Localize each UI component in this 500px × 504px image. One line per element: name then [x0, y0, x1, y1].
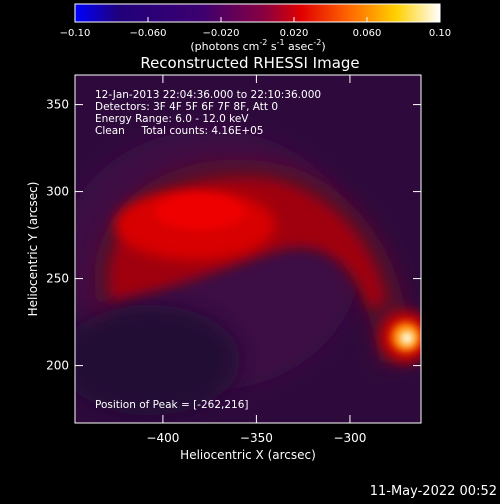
x-tick-label: −300: [333, 431, 366, 445]
colorbar-tick-label: −0.020: [202, 28, 239, 39]
annotation-counts: Clean Total counts: 4.16E+05: [95, 125, 264, 137]
y-axis-ticks: [75, 104, 421, 367]
y-tick-label: 350: [46, 98, 69, 112]
annotation-block: 12-Jan-2013 22:04:36.000 to 22:10:36.000…: [95, 89, 321, 137]
colorbar-frame: [74, 3, 441, 23]
colorbar: [75, 4, 440, 22]
compact-source-core: [400, 331, 414, 345]
colorbar-tick-label: 0.10: [429, 28, 451, 39]
plot-frame: [74, 74, 422, 424]
y-axis-label: Heliocentric Y (arcsec): [26, 182, 40, 317]
arc-peak: [155, 194, 245, 230]
colorbar-tick-labels: −0.10 −0.060 −0.020 0.020 0.060 0.10: [60, 28, 451, 39]
chart-title: Reconstructed RHESSI Image: [140, 54, 359, 72]
colorbar-tick-label: −0.10: [60, 28, 91, 39]
colorbar-ticks: [74, 17, 441, 22]
emission-map: [75, 130, 421, 415]
peak-position-label: Position of Peak = [-262,216]: [95, 399, 249, 411]
image-area: [75, 75, 421, 423]
x-axis-tick-labels: −400 −350 −300: [146, 431, 366, 445]
annotation-time: 12-Jan-2013 22:04:36.000 to 22:10:36.000: [95, 89, 321, 101]
colorbar-tick-label: 0.020: [280, 28, 309, 39]
x-axis-ticks: [162, 75, 351, 423]
y-axis-tick-labels: 200 250 300 350: [46, 98, 69, 373]
x-tick-label: −400: [146, 431, 179, 445]
colorbar-tick-label: 0.060: [353, 28, 382, 39]
footer-date: 11-May-2022 00:52: [370, 484, 497, 499]
y-tick-label: 300: [46, 185, 69, 199]
colorbar-unit-label: (photons cm-2 s-1 asec-2): [190, 38, 325, 53]
x-axis-label: Heliocentric X (arcsec): [180, 448, 316, 462]
x-tick-label: −350: [240, 431, 273, 445]
annotation-detectors: Detectors: 3F 4F 5F 6F 7F 8F, Att 0: [95, 101, 278, 113]
dark-region: [75, 305, 240, 415]
annotation-energy: Energy Range: 6.0 - 12.0 keV: [95, 113, 249, 125]
y-tick-label: 250: [46, 272, 69, 286]
colorbar-tick-label: −0.060: [129, 28, 166, 39]
y-tick-label: 200: [46, 359, 69, 373]
